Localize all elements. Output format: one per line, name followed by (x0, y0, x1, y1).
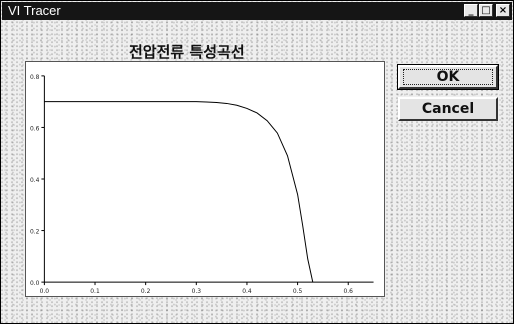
x-tick-label: 0.2 (141, 288, 151, 295)
x-tick-label: 0.1 (90, 288, 100, 295)
y-tick-label: 0.8 (30, 74, 40, 81)
minimize-button[interactable]: _ (464, 4, 478, 17)
y-tick-label: 0.6 (30, 125, 40, 132)
x-tick-label: 0.4 (242, 288, 252, 295)
x-tick-label: 0.5 (293, 288, 303, 295)
y-tick-label: 0.2 (30, 229, 40, 236)
focus-rect (403, 69, 493, 85)
window-title: VI Tracer (8, 3, 61, 18)
cancel-button[interactable]: Cancel (398, 97, 498, 121)
title-bar[interactable]: VI Tracer _ □ × (2, 2, 512, 20)
vi-curve-line (44, 101, 314, 283)
vi-curve-chart: 0.0 0.2 0.4 0.6 0.8 0.0 0.1 0.2 0.3 0.4 0.5 0.6 (25, 61, 385, 297)
cancel-button-label: Cancel (421, 101, 475, 117)
y-tick-label: 0.4 (30, 177, 40, 184)
ok-button-label: OK (436, 69, 460, 85)
ok-button[interactable]: OK (397, 64, 499, 90)
close-button[interactable]: × (496, 4, 510, 17)
y-tick-label: 0.0 (30, 280, 40, 287)
x-tick-label: 0.0 (40, 288, 50, 295)
maximize-button[interactable]: □ (479, 4, 493, 17)
x-tick-label: 0.6 (344, 288, 354, 295)
x-tick-label: 0.3 (192, 288, 202, 295)
chart-title: 전압전류 특성곡선 (129, 43, 245, 61)
